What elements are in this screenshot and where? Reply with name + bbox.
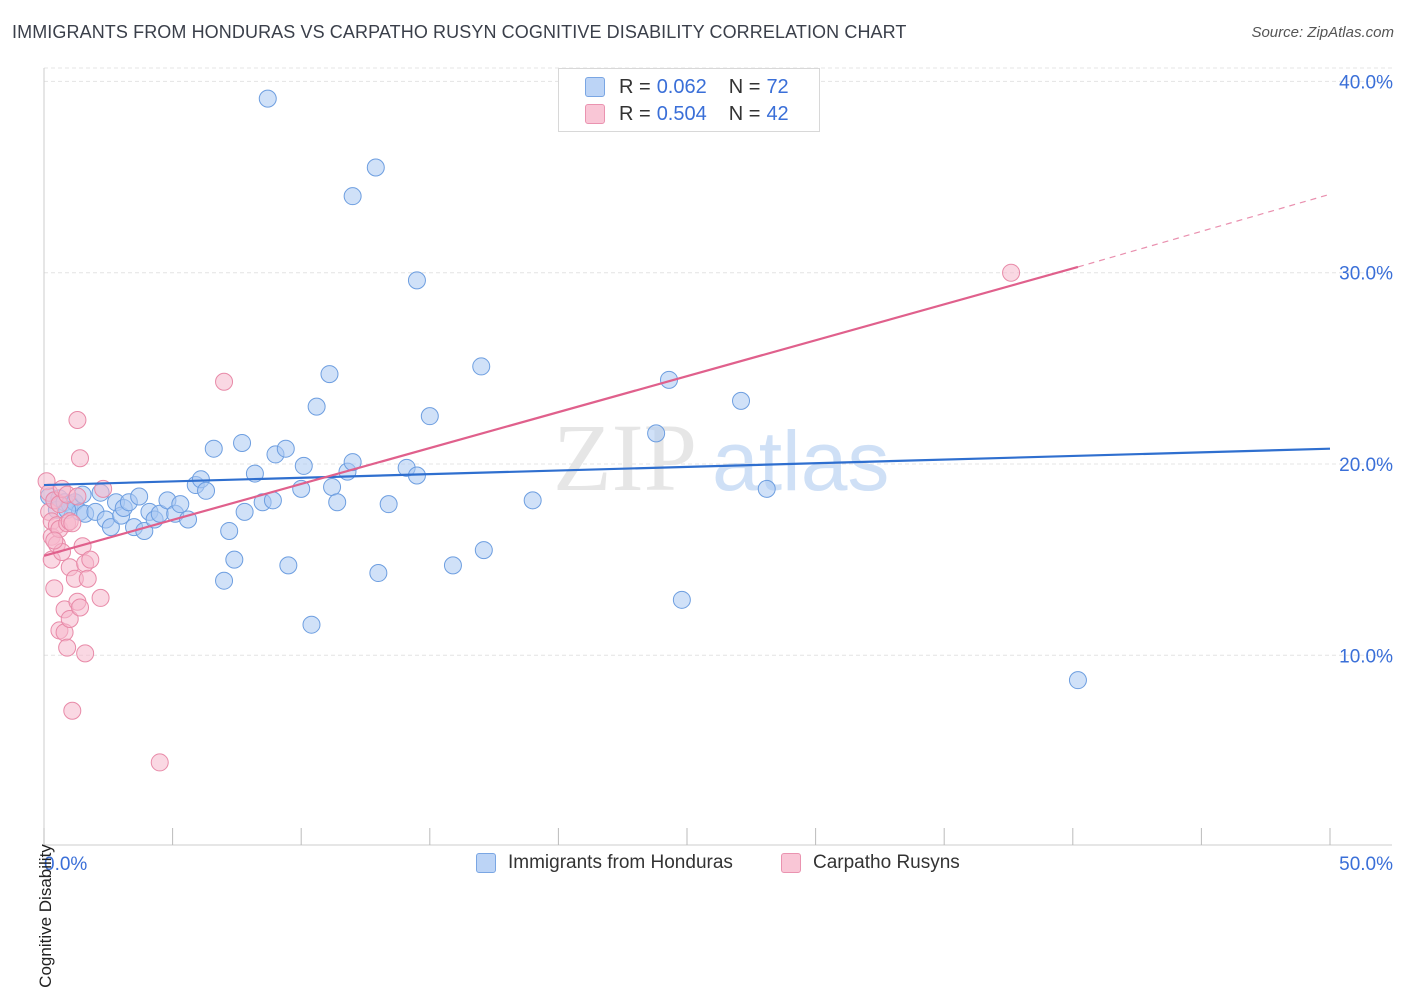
source-label: Source: ZipAtlas.com (1251, 24, 1394, 41)
honduras-point (328, 493, 347, 512)
honduras-point (379, 495, 398, 514)
legend-item-rusyn: Carpatho Rusyns (781, 852, 960, 874)
honduras-point (245, 464, 264, 483)
honduras-trend-line (43, 447, 1331, 487)
pink-swatch-icon (585, 104, 605, 124)
series-legend: Immigrants from Honduras Carpatho Rusyns (0, 852, 1406, 878)
rusyn-point (76, 644, 95, 663)
honduras-point (672, 590, 691, 609)
honduras-point (647, 424, 666, 443)
rusyn-trend-extension (1077, 193, 1331, 268)
rusyn-point (68, 487, 87, 506)
honduras-point (320, 365, 339, 384)
rusyn-point (45, 579, 64, 598)
honduras-point (307, 397, 326, 416)
honduras-point (407, 271, 426, 290)
honduras-point (215, 571, 234, 590)
rusyn-point (60, 609, 79, 628)
gridlines (44, 67, 1392, 656)
rusyn-point (91, 588, 110, 607)
y-tick-label: 30.0% (1339, 264, 1393, 285)
pink-swatch-icon (781, 853, 801, 873)
blue-swatch-icon (585, 77, 605, 97)
watermark: ZIP atlas (553, 404, 889, 511)
honduras-point (472, 357, 491, 376)
series-honduras-points (40, 89, 1087, 690)
rusyn-point (150, 753, 169, 772)
rusyn-trend-line (43, 265, 1079, 557)
honduras-point (130, 487, 149, 506)
y-tick-labels: 10.0% 20.0% 30.0% 40.0% (1339, 72, 1393, 667)
honduras-point (294, 456, 313, 475)
rusyn-point (71, 598, 90, 617)
x-tick-label: 50.0% (1339, 854, 1393, 875)
honduras-point (204, 439, 223, 458)
legend-row-honduras: R = 0.062 N = 72 (585, 75, 789, 99)
y-tick-label: 10.0% (1339, 646, 1393, 667)
rusyn-point (73, 537, 92, 556)
legend-label-honduras: Immigrants from Honduras (508, 852, 733, 873)
honduras-point (171, 495, 190, 514)
rusyn-point (78, 569, 97, 588)
trend-lines (43, 193, 1331, 557)
y-tick-label: 40.0% (1339, 72, 1393, 93)
legend-n-label: N = (728, 102, 761, 125)
rusyn-point (45, 531, 64, 550)
honduras-point (757, 479, 776, 498)
y-tick-label: 20.0% (1339, 455, 1393, 476)
honduras-point (235, 502, 254, 521)
legend-r-value: 0.504 (656, 102, 707, 125)
legend-r-label: R = (619, 75, 651, 98)
x-tick-label: 0.0% (44, 854, 87, 875)
x-ticks (43, 828, 1331, 845)
honduras-point (101, 518, 120, 537)
rusyn-point (1002, 263, 1021, 282)
watermark-zip: ZIP (553, 404, 697, 511)
axes (43, 68, 1392, 846)
honduras-point (369, 564, 388, 583)
honduras-point (343, 187, 362, 206)
honduras-point (323, 477, 342, 496)
honduras-point (276, 439, 295, 458)
honduras-point (443, 556, 462, 575)
rusyn-point (58, 638, 77, 657)
honduras-point (474, 541, 493, 560)
honduras-point (302, 615, 321, 634)
honduras-point (233, 433, 252, 452)
honduras-point (225, 550, 244, 569)
legend-r-value: 0.062 (656, 75, 707, 98)
legend-item-honduras: Immigrants from Honduras (476, 852, 733, 874)
rusyn-point (68, 411, 87, 430)
x-tick-labels: 0.0% 50.0% (44, 854, 1393, 875)
rusyn-point (81, 550, 100, 569)
honduras-point (366, 158, 385, 177)
honduras-point (420, 407, 439, 426)
scatter-chart: ZIP atlas 10.0% 20.0% 30.0% 40.0% 0.0% 50.0% (37, 67, 1393, 875)
honduras-point (279, 556, 298, 575)
legend-n-label: N = (728, 75, 761, 98)
chart-title: IMMIGRANTS FROM HONDURAS VS CARPATHO RUS… (12, 22, 907, 42)
legend-n-value: 72 (766, 75, 789, 98)
rusyn-point (63, 514, 82, 533)
blue-swatch-icon (476, 853, 496, 873)
honduras-point (523, 491, 542, 510)
legend-n-value: 42 (766, 102, 789, 125)
rusyn-point (71, 449, 90, 468)
legend-r-label: R = (619, 102, 651, 125)
rusyn-point (94, 479, 113, 498)
honduras-point (258, 89, 277, 108)
rusyn-point (63, 701, 82, 720)
honduras-point (197, 481, 216, 500)
honduras-point (220, 521, 239, 540)
series-rusyn-points (37, 263, 1021, 772)
stats-legend: R = 0.062 N = 72 R = 0.504 N = 42 (558, 68, 820, 132)
legend-row-rusyn: R = 0.504 N = 42 (585, 102, 789, 126)
honduras-point (732, 391, 751, 410)
rusyn-point (215, 372, 234, 391)
legend-label-rusyn: Carpatho Rusyns (813, 852, 960, 873)
honduras-point (1068, 671, 1087, 690)
